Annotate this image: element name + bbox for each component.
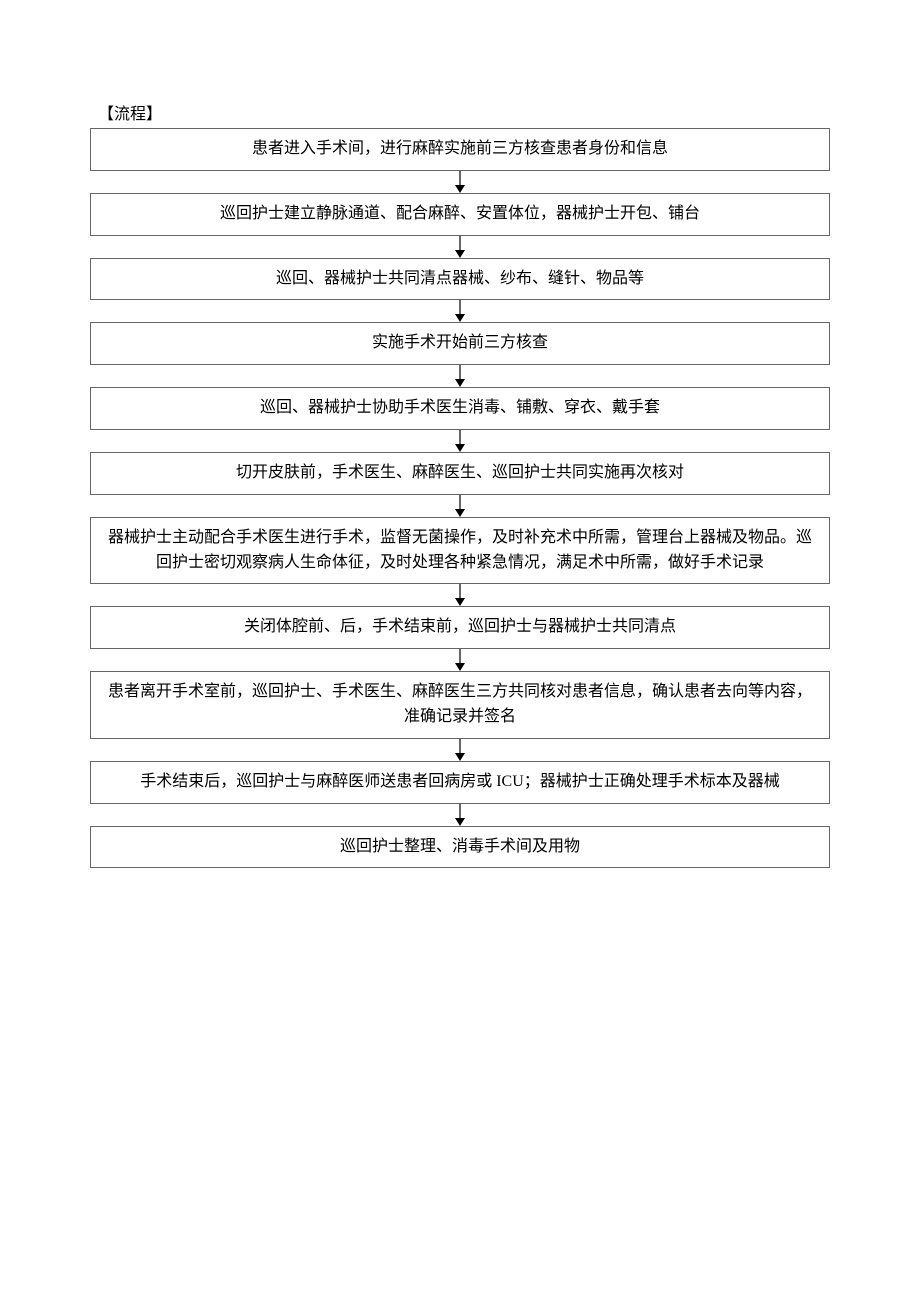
flow-arrow: [90, 300, 830, 322]
flow-node: 切开皮肤前，手术医生、麻醉医生、巡回护士共同实施再次核对: [90, 452, 830, 495]
flow-node: 患者离开手术室前，巡回护士、手术医生、麻醉医生三方共同核对患者信息，确认患者去向…: [90, 671, 830, 739]
flow-arrow: [90, 804, 830, 826]
section-heading: 【流程】: [98, 100, 830, 124]
flow-node: 患者进入手术间，进行麻醉实施前三方核查患者身份和信息: [90, 128, 830, 171]
flow-arrow: [90, 430, 830, 452]
flow-arrow: [90, 584, 830, 606]
flow-arrow: [90, 365, 830, 387]
flow-node: 实施手术开始前三方核查: [90, 322, 830, 365]
flow-node: 巡回、器械护士共同清点器械、纱布、缝针、物品等: [90, 258, 830, 301]
flow-node: 手术结束后，巡回护士与麻醉医师送患者回病房或 ICU；器械护士正确处理手术标本及…: [90, 761, 830, 804]
flow-node: 巡回护士整理、消毒手术间及用物: [90, 826, 830, 869]
flow-arrow: [90, 739, 830, 761]
flow-node: 巡回护士建立静脉通道、配合麻醉、安置体位，器械护士开包、铺台: [90, 193, 830, 236]
flowchart-container: 患者进入手术间，进行麻醉实施前三方核查患者身份和信息巡回护士建立静脉通道、配合麻…: [90, 128, 830, 868]
flow-node: 关闭体腔前、后，手术结束前，巡回护士与器械护士共同清点: [90, 606, 830, 649]
flow-node: 巡回、器械护士协助手术医生消毒、铺敷、穿衣、戴手套: [90, 387, 830, 430]
flow-arrow: [90, 495, 830, 517]
flow-arrow: [90, 649, 830, 671]
flow-arrow: [90, 171, 830, 193]
flow-arrow: [90, 236, 830, 258]
flow-node: 器械护士主动配合手术医生进行手术，监督无菌操作，及时补充术中所需，管理台上器械及…: [90, 517, 830, 585]
